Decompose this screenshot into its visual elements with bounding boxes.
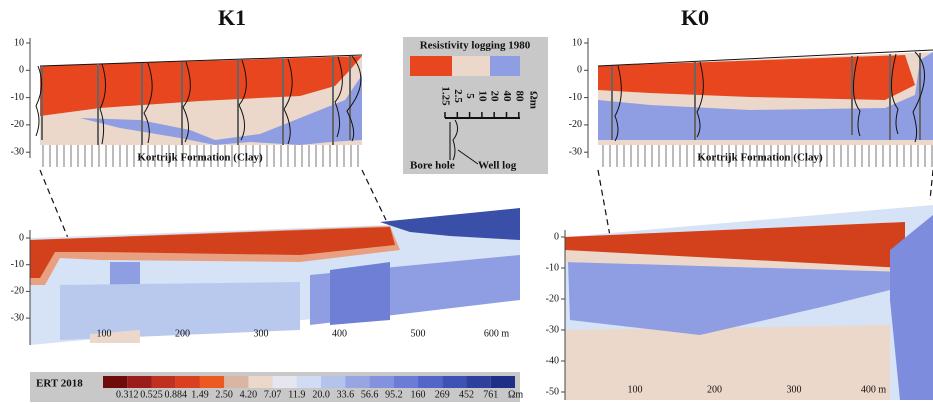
color-label: 269 — [435, 389, 450, 400]
y-tick-label: -30 — [11, 146, 24, 157]
color-box — [175, 376, 200, 388]
color-box — [490, 376, 515, 388]
y-axis: 10 0 -10 -20 -30 — [11, 37, 30, 157]
x-tick-label: 300 — [787, 384, 802, 395]
unit-label: Ωm — [508, 389, 523, 400]
y-tick-label: -20 — [569, 119, 582, 130]
y-tick-label: -30 — [11, 312, 24, 323]
y-tick-label: -40 — [546, 355, 559, 366]
y-tick-label: 0 — [577, 65, 582, 76]
color-label: 1.49 — [191, 389, 209, 400]
x-tick-label: 200 — [707, 384, 722, 395]
color-box — [393, 376, 419, 388]
color-label: 0.884 — [164, 389, 187, 400]
scale-label: 10 — [476, 91, 488, 103]
color-label: 452 — [459, 389, 474, 400]
legend-title: Resistivity logging 1980 — [420, 40, 531, 52]
color-label: 4.20 — [240, 389, 258, 400]
ert-k0-section: 0 -10 -20 -30 -40 -50 100 200 300 400 m — [546, 205, 933, 400]
y-tick-label: -30 — [546, 324, 559, 335]
ert-legend: ERT 2018 0.312 0.525 0.884 1.49 2.50 4.20 7.07… — [30, 372, 523, 402]
y-tick-label: -10 — [11, 259, 24, 270]
color-label: 20.0 — [312, 389, 330, 400]
panel-title: K1 — [218, 5, 246, 30]
color-box — [272, 376, 297, 388]
y-tick-label: 0 — [19, 232, 24, 243]
scale-label: 2.5 — [452, 89, 464, 103]
color-box — [321, 376, 346, 388]
panel-title: K0 — [681, 5, 709, 30]
unit-label: Ωm — [527, 91, 539, 109]
color-label: 11.9 — [288, 389, 305, 400]
y-tick-label: -20 — [11, 119, 24, 130]
color-box — [369, 376, 394, 388]
formation-label: Kortrijk Formation (Clay) — [697, 152, 823, 164]
color-box — [127, 376, 152, 388]
color-label: 95.2 — [385, 389, 403, 400]
color-label: 7.07 — [264, 389, 282, 400]
scale-label: 80 — [513, 91, 525, 103]
y-tick-label: 0 — [19, 65, 24, 76]
color-box — [442, 376, 467, 388]
color-box — [224, 376, 249, 388]
y-tick-label: -20 — [11, 286, 24, 297]
x-tick-label: 200 — [175, 328, 190, 339]
x-tick-label: 100 — [628, 384, 643, 395]
color-label: 0.525 — [140, 389, 163, 400]
well-log-label: Well log — [478, 160, 517, 172]
y-tick-label: -10 — [569, 92, 582, 103]
x-tick-label: 600 m — [484, 328, 510, 339]
formation-label: Kortrijk Formation (Clay) — [137, 152, 263, 164]
y-tick-label: -10 — [546, 262, 559, 273]
color-box — [296, 376, 322, 388]
color-box — [345, 376, 370, 388]
y-tick-label: -20 — [546, 293, 559, 304]
ert-k1-section: 0 -10 -20 -30 100 200 300 400 500 600 m — [11, 208, 520, 345]
bore-hole-label: Bore hole — [410, 160, 455, 172]
x-tick-label: 400 — [332, 328, 347, 339]
y-tick-label: 10 — [572, 37, 582, 48]
color-label: 761 — [483, 389, 498, 400]
color-box — [466, 376, 491, 388]
color-box — [418, 376, 443, 388]
k1-section: Kortrijk Formation (Clay) 10 0 -10 -20 -30 — [11, 37, 363, 167]
color-box — [199, 376, 225, 388]
x-tick-label: 300 — [254, 328, 269, 339]
resistivity-legend: Resistivity logging 1980 1.25 2.5 5 10 20 40 8… — [403, 37, 548, 174]
color-box — [151, 376, 176, 388]
color-label: 160 — [411, 389, 426, 400]
color-label: 0.312 — [116, 389, 139, 400]
y-tick-label: -50 — [546, 386, 559, 397]
k0-section: Kortrijk Formation (Clay) 10 0 -10 -20 -30 — [569, 37, 933, 167]
x-tick-label: 400 m — [861, 384, 887, 395]
color-label: 33.6 — [337, 389, 355, 400]
color-box — [103, 376, 128, 388]
color-box — [248, 376, 273, 388]
x-tick-label: 500 — [411, 328, 426, 339]
scale-label: 5 — [464, 93, 476, 99]
color-label: 56.6 — [361, 389, 379, 400]
y-tick-label: -30 — [569, 146, 582, 157]
y-tick-label: -10 — [11, 92, 24, 103]
x-tick-label: 100 — [97, 328, 112, 339]
y-tick-label: 10 — [14, 37, 24, 48]
ert-legend-title: ERT 2018 — [36, 378, 83, 390]
scale-label: 1.25 — [439, 86, 451, 106]
scale-label: 20 — [489, 91, 501, 103]
scale-label: 40 — [501, 91, 513, 103]
y-tick-label: 0 — [554, 231, 559, 242]
color-label: 2.50 — [215, 389, 233, 400]
